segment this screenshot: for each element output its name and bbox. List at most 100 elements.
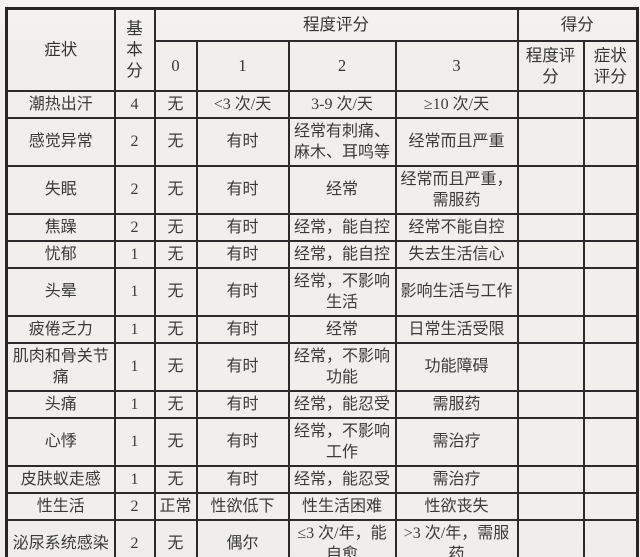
table-row: 失眠 2 无有时 经常 经常而且严重，需服药 <box>5 164 639 215</box>
degree-score-entry-cell <box>516 89 585 119</box>
degree-0-cell: 无 <box>153 464 198 494</box>
degree-2-cell: 经常，能自控 <box>287 239 397 269</box>
col-header-degree-score-group: 程度评分 <box>153 7 519 42</box>
base-score-cell: 1 <box>113 314 156 344</box>
base-score-cell: 2 <box>113 164 156 215</box>
degree-1-cell: 有时 <box>195 464 290 494</box>
symptom-score-entry-cell <box>582 491 639 521</box>
degree-3-cell: ≥10 次/天 <box>394 89 519 119</box>
symptom-cell: 泌尿系统感染 <box>5 518 116 557</box>
table-row: 性生活 2 正常 性欲低下 性生活困难 性欲丧失 <box>5 491 639 521</box>
table-row: 泌尿系统感染 2 无偶尔 ≤3 次/年，能自愈 >3 次/年，需服药 <box>5 518 639 557</box>
symptom-cell: 疲倦乏力 <box>5 314 116 344</box>
degree-score-entry-cell <box>516 341 585 392</box>
table-row: 皮肤蚁走感 1 无有时 经常，能忍受 需治疗 <box>5 464 639 494</box>
symptom-score-entry-cell <box>582 314 639 344</box>
table-row: 忧郁 1 无有时 经常，能自控 失去生活信心 <box>5 239 639 269</box>
symptom-rating-table: 症状 基本分 程度评分 得分 0 1 2 3 程度评分 症状评分 潮热出汗 4 无 <… <box>5 7 639 557</box>
degree-0-cell: 无 <box>153 518 198 557</box>
col-header-base-score: 基本分 <box>113 7 156 92</box>
degree-1-cell: 有时 <box>195 314 290 344</box>
table-row: 潮热出汗 4 无 <3 次/天 3-9 次/天 ≥10 次/天 <box>5 89 639 119</box>
degree-1-cell: 有时 <box>195 212 290 242</box>
degree-3-cell: 需治疗 <box>394 416 519 467</box>
table-row: 头晕 1 无有时 经常，不影响生活 影响生活与工作 <box>5 266 639 317</box>
degree-score-entry-cell <box>516 239 585 269</box>
degree-2-cell: 经常 <box>287 164 397 215</box>
symptom-cell: 头痛 <box>5 389 116 419</box>
degree-score-entry-cell <box>516 164 585 215</box>
degree-2-cell: 性生活困难 <box>287 491 397 521</box>
base-score-cell: 1 <box>113 341 156 392</box>
degree-0-cell: 无 <box>153 314 198 344</box>
degree-2-cell: 经常有刺痛、麻木、耳鸣等 <box>287 116 397 167</box>
base-score-cell: 1 <box>113 464 156 494</box>
degree-3-cell: >3 次/年，需服药 <box>394 518 519 557</box>
symptom-score-entry-cell <box>582 239 639 269</box>
symptom-cell: 皮肤蚁走感 <box>5 464 116 494</box>
base-score-cell: 1 <box>113 416 156 467</box>
degree-0-cell: 无 <box>153 266 198 317</box>
symptom-cell: 肌肉和骨关节痛 <box>5 341 116 392</box>
base-score-cell: 2 <box>113 116 156 167</box>
symptom-score-entry-cell <box>582 116 639 167</box>
degree-score-entry-cell <box>516 518 585 557</box>
table-row: 疲倦乏力 1 无有时 经常 日常生活受限 <box>5 314 639 344</box>
degree-2-cell: 经常，不影响功能 <box>287 341 397 392</box>
col-header-degree-score: 程度评分 <box>516 39 585 92</box>
degree-1-cell: 偶尔 <box>195 518 290 557</box>
degree-score-entry-cell <box>516 116 585 167</box>
col-header-degree-0: 0 <box>153 39 198 92</box>
degree-score-entry-cell <box>516 266 585 317</box>
degree-score-entry-cell <box>516 416 585 467</box>
col-header-degree-3: 3 <box>394 39 519 92</box>
symptom-score-entry-cell <box>582 518 639 557</box>
symptom-score-entry-cell <box>582 416 639 467</box>
degree-0-cell: 无 <box>153 341 198 392</box>
degree-2-cell: 经常，不影响工作 <box>287 416 397 467</box>
degree-3-cell: 经常而且严重 <box>394 116 519 167</box>
symptom-score-entry-cell <box>582 212 639 242</box>
degree-2-cell: 经常，不影响生活 <box>287 266 397 317</box>
col-header-symptom: 症状 <box>5 7 116 92</box>
base-score-cell: 4 <box>113 89 156 119</box>
table-row: 心悸 1 无有时 经常，不影响工作 需治疗 <box>5 416 639 467</box>
degree-3-cell: 失去生活信心 <box>394 239 519 269</box>
degree-3-cell: 性欲丧失 <box>394 491 519 521</box>
degree-3-cell: 经常不能自控 <box>394 212 519 242</box>
degree-1-cell: 有时 <box>195 416 290 467</box>
base-score-cell: 1 <box>113 266 156 317</box>
degree-score-entry-cell <box>516 314 585 344</box>
symptom-score-entry-cell <box>582 266 639 317</box>
symptom-cell: 失眠 <box>5 164 116 215</box>
base-score-cell: 1 <box>113 239 156 269</box>
degree-0-cell: 无 <box>153 239 198 269</box>
table-body: 潮热出汗 4 无 <3 次/天 3-9 次/天 ≥10 次/天 感觉异常 2 无有时 经常有刺痛、… <box>5 89 639 557</box>
symptom-cell: 潮热出汗 <box>5 89 116 119</box>
degree-3-cell: 功能障碍 <box>394 341 519 392</box>
degree-score-entry-cell <box>516 389 585 419</box>
degree-2-cell: 经常，能自控 <box>287 212 397 242</box>
symptom-cell: 忧郁 <box>5 239 116 269</box>
symptom-score-entry-cell <box>582 464 639 494</box>
degree-1-cell: <3 次/天 <box>195 89 290 119</box>
degree-score-entry-cell <box>516 212 585 242</box>
degree-3-cell: 日常生活受限 <box>394 314 519 344</box>
base-score-cell: 1 <box>113 389 156 419</box>
col-header-degree-2: 2 <box>287 39 397 92</box>
degree-2-cell: ≤3 次/年，能自愈 <box>287 518 397 557</box>
degree-0-cell: 无 <box>153 89 198 119</box>
symptom-cell: 焦躁 <box>5 212 116 242</box>
table-row: 肌肉和骨关节痛 1 无有时 经常，不影响功能 功能障碍 <box>5 341 639 392</box>
symptom-score-entry-cell <box>582 89 639 119</box>
symptom-score-entry-cell <box>582 164 639 215</box>
symptom-score-entry-cell <box>582 389 639 419</box>
degree-1-cell: 有时 <box>195 116 290 167</box>
symptom-score-entry-cell <box>582 341 639 392</box>
degree-0-cell: 无 <box>153 116 198 167</box>
symptom-cell: 头晕 <box>5 266 116 317</box>
degree-0-cell: 无 <box>153 164 198 215</box>
table-row: 感觉异常 2 无有时 经常有刺痛、麻木、耳鸣等 经常而且严重 <box>5 116 639 167</box>
degree-1-cell: 有时 <box>195 389 290 419</box>
base-score-cell: 2 <box>113 518 156 557</box>
